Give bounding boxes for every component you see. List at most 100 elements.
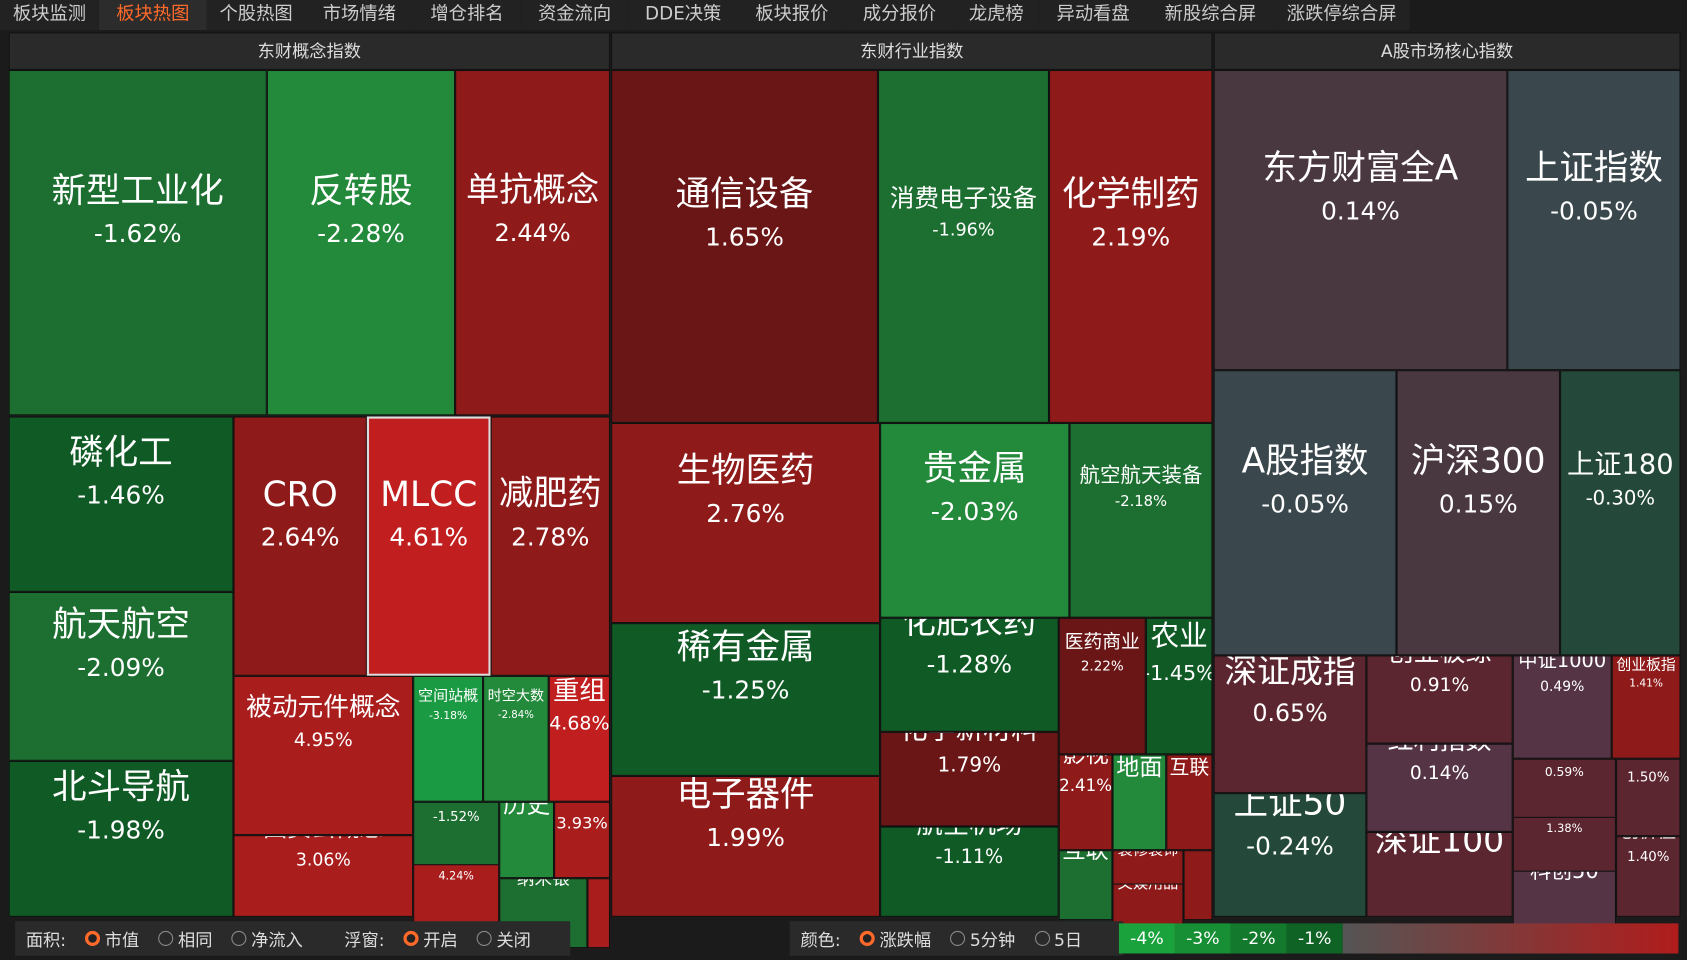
tile[interactable]: 空间站概 -3.18% <box>413 675 484 802</box>
tile-change: 2.19% <box>1091 224 1171 253</box>
tile[interactable]: 化学制药 2.19% <box>1049 69 1213 423</box>
radio-option[interactable]: 市值 <box>75 926 140 952</box>
tile[interactable]: 中证1000 0.49% <box>1512 655 1612 759</box>
tile[interactable]: 贵金属 -2.03% <box>880 422 1070 618</box>
option-group: 浮窗: 开启 关闭 <box>333 921 571 956</box>
tile <box>1183 850 1213 920</box>
tile-change: -0.05% <box>1261 490 1349 519</box>
tile[interactable]: 昨日 3.93% <box>554 801 611 879</box>
tile-name: 国资云概念 <box>263 836 383 847</box>
radio[interactable] <box>85 930 101 946</box>
color-legend: -4% -3% -2% -1% <box>1118 923 1679 954</box>
tile[interactable]: 东方财富全A 0.14% <box>1213 69 1508 371</box>
tab[interactable]: 增仓排名 <box>413 0 521 31</box>
tile-name: 化学新材料 <box>900 733 1039 751</box>
radio-option[interactable]: 5分钟 <box>940 926 1015 952</box>
radio[interactable] <box>158 930 174 946</box>
tile[interactable]: 化肥农药 -1.28% <box>880 617 1059 732</box>
tile[interactable]: 沪深300 0.15% <box>1396 370 1561 656</box>
tile[interactable]: 反转股 -2.28% <box>266 69 456 416</box>
tab[interactable]: 异动看盘 <box>1039 0 1147 31</box>
tile[interactable]: 稀有金属 -1.25% <box>611 623 881 776</box>
tile[interactable]: 上证指数 -0.05% <box>1507 69 1681 371</box>
radio[interactable] <box>477 930 493 946</box>
option-label: 市值 <box>104 929 140 951</box>
tab[interactable]: 涨跌停综合屏 <box>1273 0 1410 31</box>
tile[interactable]: 电子器件 1.99% <box>611 775 881 917</box>
tile-change: -3.18% <box>428 710 468 723</box>
tile-name: 消费电子设备 <box>889 185 1037 214</box>
radio-option[interactable]: 开启 <box>393 926 458 952</box>
tab[interactable]: 新股综合屏 <box>1146 0 1274 31</box>
tile[interactable]: 生物医药 2.76% <box>611 422 881 624</box>
tile[interactable]: 互联 <box>1166 754 1213 851</box>
tab[interactable]: DDE决策 <box>628 0 739 31</box>
tile[interactable]: 磷化工 -1.46% <box>8 416 234 592</box>
tile[interactable]: 航空机场-1.11% <box>880 826 1059 917</box>
tile-change: 4.95% <box>293 729 353 751</box>
tile[interactable]: 地面 <box>1112 754 1167 851</box>
radio-option[interactable]: 5日 <box>1024 926 1082 952</box>
tab[interactable]: 成分报价 <box>845 0 954 31</box>
tile[interactable]: 上证180 -0.30% <box>1560 370 1681 656</box>
tile-name: 创价值 <box>1621 837 1676 846</box>
radio-option[interactable]: 涨跌幅 <box>849 926 931 952</box>
tile-name: 重组 <box>553 675 606 706</box>
tile-name: 文娱用品 <box>1117 883 1179 893</box>
tile-name: 创成长 <box>1621 760 1676 768</box>
tile-name: 上证180 <box>1567 448 1674 481</box>
tile-name: 航空航天装备 <box>1079 463 1203 488</box>
tile[interactable]: 农业 -1.45% <box>1145 617 1213 755</box>
tile-change: 2.78% <box>511 523 590 552</box>
tile[interactable]: 航天航空 -2.09% <box>8 591 234 761</box>
tile[interactable]: CRO 2.64% <box>233 416 367 676</box>
radio-option[interactable]: 相同 <box>148 926 212 952</box>
tile-name: 北斗导航 <box>52 766 190 807</box>
tile-name: 稀有金属 <box>676 626 815 668</box>
tile[interactable]: 历史 <box>499 801 555 879</box>
tile[interactable]: 被动元件概念 4.95% <box>233 675 414 836</box>
tile[interactable]: 时空大数 -2.84% <box>483 675 549 802</box>
radio-option[interactable]: 净流入 <box>221 926 303 952</box>
tile[interactable]: 创成长1.50% <box>1616 758 1681 837</box>
tile[interactable]: 互联 <box>1058 850 1113 920</box>
tile[interactable]: 创业板指 1.41% <box>1611 655 1681 759</box>
radio[interactable] <box>860 930 876 946</box>
tile[interactable]: A股指数 -0.05% <box>1213 370 1397 656</box>
tile[interactable]: 深创1000.59% <box>1512 758 1617 829</box>
tile[interactable]: 草甘膦-1.52% <box>413 801 500 872</box>
tile[interactable]: 消费电子设备 -1.96% <box>877 69 1050 423</box>
radio-option[interactable]: 关闭 <box>466 926 531 952</box>
tab[interactable]: 龙虎榜 <box>953 0 1040 31</box>
tile[interactable]: 影视 2.41% <box>1058 754 1113 851</box>
tab[interactable]: 个股热图 <box>206 0 306 31</box>
tile[interactable]: 航空航天装备 -2.18% <box>1069 422 1213 618</box>
tile[interactable]: MLCC 4.61% <box>366 416 491 676</box>
radio[interactable] <box>950 930 966 946</box>
tile[interactable]: 深证100 <box>1366 831 1513 917</box>
tab[interactable]: 市场情绪 <box>305 0 414 31</box>
tile-change: -1.25% <box>701 677 790 706</box>
tab[interactable]: 板块报价 <box>738 0 846 31</box>
tile[interactable]: 深证成指 0.65% <box>1213 655 1367 794</box>
tile-change: -2.03% <box>930 498 1019 527</box>
tile[interactable]: 减肥药 2.78% <box>490 416 611 676</box>
tile[interactable]: 创价值 1.40% <box>1616 836 1681 917</box>
tile[interactable]: 新型工业化 -1.62% <box>8 69 267 416</box>
tile[interactable]: 红利指数 0.14% <box>1366 743 1513 832</box>
tile[interactable]: 医药商业 2.22% <box>1058 617 1146 755</box>
tile[interactable]: 化学新材料 1.79% <box>880 731 1059 827</box>
tile[interactable]: 上证50 -0.24% <box>1213 793 1367 917</box>
radio[interactable] <box>1034 930 1050 946</box>
tab[interactable]: 板块监测 <box>0 0 99 31</box>
tile[interactable]: 创业板综 0.91% <box>1366 655 1513 744</box>
tile[interactable]: 单抗概念 2.44% <box>455 69 611 416</box>
tile[interactable]: 通信设备 1.65% <box>611 69 878 423</box>
tab[interactable]: 资金流向 <box>520 0 629 31</box>
tile[interactable]: 北斗导航 -1.98% <box>8 760 234 917</box>
tile[interactable]: 重组 4.68% <box>548 675 611 802</box>
tab[interactable]: 板块热图 <box>98 0 207 31</box>
radio[interactable] <box>231 930 247 946</box>
radio[interactable] <box>403 930 419 946</box>
tile[interactable]: 国资云概念 3.06% <box>233 835 414 917</box>
